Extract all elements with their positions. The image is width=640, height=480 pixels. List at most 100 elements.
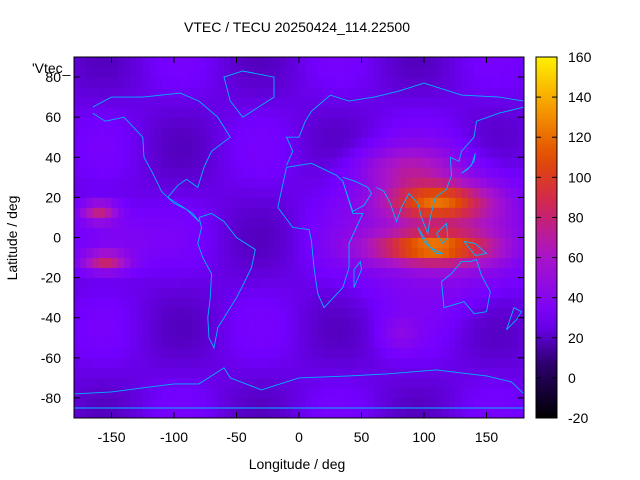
heatmap-cell — [230, 347, 237, 359]
heatmap-cell — [111, 117, 119, 128]
heatmap-cell — [324, 77, 331, 88]
heatmap-cell — [142, 207, 150, 218]
heatmap-cell — [255, 117, 262, 128]
heatmap-cell — [92, 147, 100, 158]
heatmap-cell — [367, 207, 375, 218]
heatmap-cell — [192, 237, 200, 248]
heatmap-cell — [92, 107, 100, 118]
colorbar-tick-label: 20 — [568, 330, 584, 346]
heatmap-cell — [424, 397, 431, 409]
heatmap-cell — [161, 347, 169, 359]
heatmap-cell — [392, 377, 400, 389]
heatmap-cell — [299, 237, 306, 248]
heatmap-cell — [211, 367, 219, 379]
heatmap-cell — [417, 207, 425, 218]
heatmap-cell — [511, 267, 519, 279]
heatmap-cell — [324, 197, 331, 208]
colorbar-tick-label: 0 — [568, 370, 576, 386]
heatmap-cell — [461, 177, 469, 188]
heatmap-cell — [255, 97, 262, 108]
heatmap-cell — [167, 267, 175, 279]
heatmap-cell — [186, 327, 194, 339]
coastline — [92, 92, 231, 222]
heatmap-cell — [249, 327, 256, 339]
heatmap-cell — [186, 187, 194, 198]
heatmap-cell — [186, 227, 194, 238]
heatmap-cell — [430, 227, 437, 238]
heatmap-cell — [205, 347, 212, 359]
heatmap-cell — [286, 117, 294, 128]
heatmap-cell — [486, 407, 494, 419]
heatmap-cell — [436, 77, 444, 88]
heatmap-cell — [224, 357, 231, 369]
heatmap-cell — [299, 77, 306, 88]
heatmap-cell — [455, 197, 462, 208]
heatmap-cell — [242, 387, 250, 399]
heatmap-cell — [92, 67, 100, 78]
heatmap-cell — [224, 397, 231, 409]
heatmap-cell — [292, 267, 300, 279]
heatmap-cell — [380, 397, 387, 409]
heatmap-cell — [155, 407, 162, 419]
heatmap-cell — [392, 317, 400, 329]
heatmap-cell — [411, 167, 419, 178]
heatmap-cell — [136, 327, 144, 339]
heatmap-cell — [99, 107, 106, 118]
heatmap-cell — [517, 67, 525, 78]
heatmap-cell — [474, 157, 481, 168]
heatmap-cell — [299, 227, 306, 238]
heatmap-cell — [417, 107, 425, 118]
heatmap-cell — [336, 147, 344, 158]
heatmap-cell — [349, 147, 356, 158]
heatmap-cell — [305, 387, 312, 399]
heatmap-cell — [430, 137, 437, 148]
heatmap-cell — [105, 147, 112, 158]
heatmap-cell — [124, 157, 131, 168]
heatmap-cell — [449, 217, 456, 228]
heatmap-cell — [480, 327, 487, 339]
heatmap-cell — [455, 117, 462, 128]
heatmap-cell — [186, 397, 194, 409]
heatmap-cell — [224, 167, 231, 178]
heatmap-cell — [386, 77, 394, 88]
heatmap-cell — [280, 97, 287, 108]
heatmap-cell — [249, 147, 256, 158]
heatmap-cell — [505, 157, 512, 168]
heatmap-cell — [217, 287, 225, 299]
heatmap-cell — [355, 147, 362, 158]
heatmap-cell — [380, 197, 387, 208]
heatmap-cell — [517, 187, 525, 198]
heatmap-cell — [399, 327, 406, 339]
heatmap-cell — [392, 167, 400, 178]
heatmap-cell — [355, 277, 362, 289]
heatmap-cell — [249, 347, 256, 359]
heatmap-cell — [186, 297, 194, 309]
heatmap-cell — [292, 327, 300, 339]
heatmap-cell — [311, 117, 319, 128]
heatmap-cell — [142, 77, 150, 88]
heatmap-cell — [149, 317, 156, 329]
heatmap-cell — [311, 107, 319, 118]
heatmap-cell — [174, 87, 181, 98]
heatmap-cell — [405, 387, 412, 399]
heatmap-cell — [511, 237, 519, 248]
heatmap-cell — [136, 297, 144, 309]
heatmap-cell — [324, 357, 331, 369]
heatmap-cell — [492, 147, 500, 158]
heatmap-cell — [236, 367, 244, 379]
heatmap-cell — [192, 357, 200, 369]
heatmap-cell — [386, 117, 394, 128]
heatmap-cell — [374, 167, 381, 178]
heatmap-cell — [124, 87, 131, 98]
heatmap-cell — [499, 367, 506, 379]
heatmap-cell — [292, 87, 300, 98]
heatmap-cell — [111, 257, 119, 268]
heatmap-cell — [242, 207, 250, 218]
colorbar — [535, 56, 558, 419]
heatmap-cell — [217, 107, 225, 118]
heatmap-cell — [336, 357, 344, 369]
heatmap-cell — [142, 387, 150, 399]
heatmap-cell — [330, 177, 337, 188]
heatmap-cell — [517, 347, 525, 359]
